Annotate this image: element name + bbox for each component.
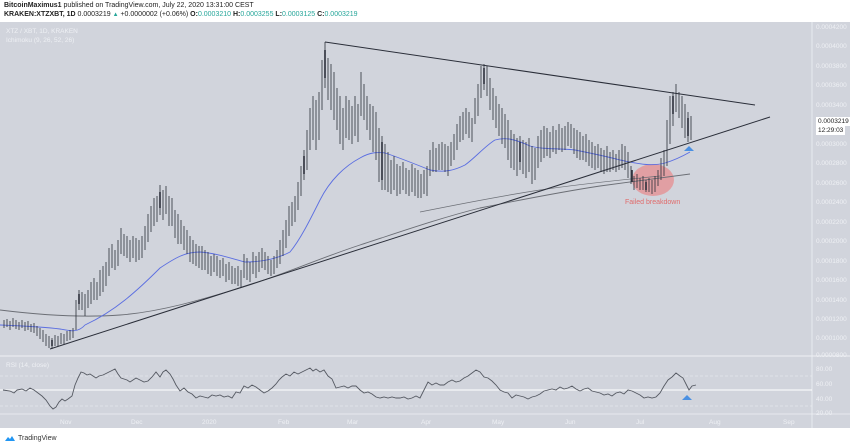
low-label: L: <box>275 11 283 18</box>
author-name[interactable]: BitcoinMaximus1 <box>4 2 62 9</box>
high-label: H: <box>232 11 241 18</box>
publish-info: BitcoinMaximus1 published on TradingView… <box>4 2 254 9</box>
price-tick: 0.0004000 <box>816 43 847 50</box>
close-value: 0.0003219 <box>324 11 358 18</box>
published-text: published on TradingView.com, July 22, 2… <box>63 2 254 9</box>
close-label: C: <box>317 11 325 18</box>
breakout-marker-icon <box>684 146 694 151</box>
ichimoku-cloud-line-2 <box>419 175 661 213</box>
ichimoku-cloud-line <box>0 173 691 317</box>
price-tick: 0.0001200 <box>816 316 847 323</box>
price-tick: 0.0002400 <box>816 199 847 206</box>
price-change: +0.0000002 (+0.06%) <box>120 11 189 18</box>
time-tick: 2020 <box>202 419 217 426</box>
cloud-logo-icon <box>5 436 15 441</box>
candlesticks <box>3 42 692 349</box>
time-tick: Jul <box>636 419 645 426</box>
low-value: 0.0003125 <box>282 11 316 18</box>
brand-name: TradingView <box>18 434 57 442</box>
price-tick: 0.0004200 <box>816 24 847 31</box>
failed-breakdown-highlight <box>632 164 674 196</box>
price-tick: 0.0000800 <box>816 352 847 359</box>
rsi-tick: 20.00 <box>816 410 833 417</box>
ichimoku-kijun-line <box>0 138 691 332</box>
price-tick: 0.0001400 <box>816 297 847 304</box>
open-label: O: <box>190 11 198 18</box>
last-price: 0.0003219 <box>77 11 111 18</box>
chart-area[interactable] <box>0 22 850 428</box>
time-tick: Aug <box>709 419 721 426</box>
price-tick: 0.0002200 <box>816 219 847 226</box>
price-tick: 0.0001000 <box>816 335 847 342</box>
price-tick: 0.0001600 <box>816 277 847 284</box>
price-tick: 0.0003000 <box>816 141 847 148</box>
price-tick: 0.0001800 <box>816 258 847 265</box>
time-tick: Dec <box>131 419 143 426</box>
time-tick: Apr <box>421 419 432 426</box>
rsi-marker-icon <box>682 395 692 400</box>
failed-breakdown-label: Failed breakdown <box>625 199 681 206</box>
rsi-tick: 40.00 <box>816 396 833 403</box>
support-trendline <box>49 116 771 350</box>
time-tick: Jun <box>565 419 576 426</box>
symbol-ohlc-bar: KRAKEN:XTZXBT, 1D 0.0003219 ▲ +0.0000002… <box>4 11 358 18</box>
symbol-label: KRAKEN:XTZXBT, 1D <box>4 11 76 18</box>
high-value: 0.0003255 <box>240 11 274 18</box>
time-tick: Nov <box>60 419 72 426</box>
tradingview-logo[interactable]: TradingView <box>4 434 57 442</box>
rsi-tick: 80.00 <box>816 366 833 373</box>
current-price-tag: 0.0003219 <box>816 117 850 126</box>
time-tick: Sep <box>783 419 795 426</box>
price-tick: 0.0002800 <box>816 160 847 167</box>
chart-legend-indicator[interactable]: Ichimoku (9, 26, 52, 26) <box>6 37 75 44</box>
candle-bodies <box>51 50 689 346</box>
price-tick: 0.0003600 <box>816 82 847 89</box>
open-value: 0.0003210 <box>197 11 232 18</box>
price-tick: 0.0002600 <box>816 180 847 187</box>
rsi-tick: 60.00 <box>816 381 833 388</box>
time-tick: May <box>492 419 505 426</box>
price-tick: 0.0003400 <box>816 102 847 109</box>
resistance-trendline <box>324 41 756 106</box>
bar-countdown: 12:29:03 <box>816 126 846 135</box>
chart-legend-title[interactable]: XTZ / XBT, 1D, KRAKEN <box>6 28 78 35</box>
rsi-line <box>2 367 697 410</box>
time-tick: Feb <box>278 419 290 426</box>
price-tick: 0.0002000 <box>816 238 847 245</box>
rsi-legend[interactable]: RSI (14, close) <box>6 362 49 369</box>
time-tick: Mar <box>347 419 359 426</box>
up-arrow-icon: ▲ <box>112 12 119 18</box>
price-tick: 0.0003800 <box>816 63 847 70</box>
